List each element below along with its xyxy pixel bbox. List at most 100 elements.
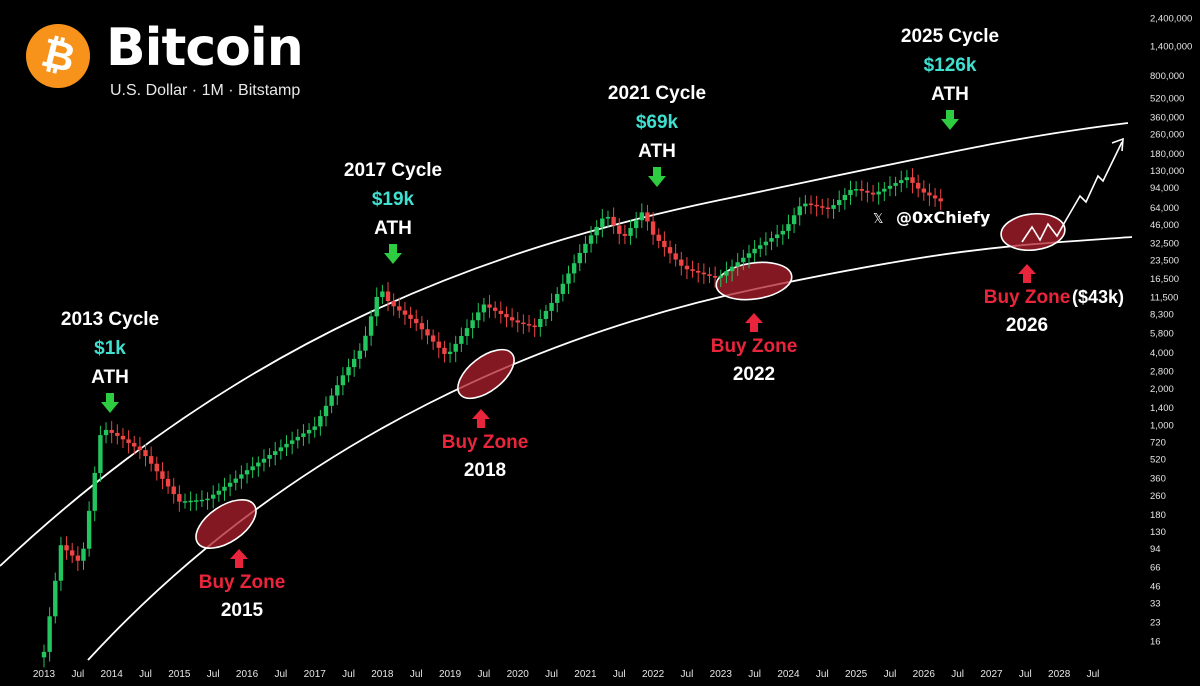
candle-body [628, 228, 633, 236]
ath-cycle-label: 2017 Cycle [344, 160, 442, 181]
y-tick-label: 2,400,000 [1150, 14, 1192, 25]
y-tick-label: 520 [1150, 455, 1166, 466]
x-tick-label: 2019 [439, 669, 462, 680]
x-tick-label: 2014 [101, 669, 124, 680]
candle-body [143, 450, 148, 457]
y-tick-label: 360,000 [1150, 113, 1184, 124]
candle-body [199, 499, 205, 502]
candle-body [380, 291, 385, 297]
candle-body [188, 500, 193, 503]
candle-body [120, 435, 126, 440]
ath-label: ATH [931, 84, 969, 105]
candle-body [402, 310, 408, 315]
candle-body [453, 343, 458, 352]
candle-body [363, 335, 368, 351]
candle-body [848, 189, 853, 195]
candle-body [351, 358, 357, 368]
candle-body [210, 494, 216, 499]
ath-down-arrow-icon [648, 167, 666, 187]
ath-down-arrow-icon [384, 244, 402, 264]
x-tick-label: 2021 [574, 669, 597, 680]
ath-cycle-label: 2025 Cycle [901, 26, 999, 47]
x-tick-label: Jul [410, 669, 423, 680]
candle-body [160, 471, 165, 479]
candle-body [148, 456, 154, 464]
y-tick-label: 16 [1150, 637, 1161, 648]
chart-title: Bitcoin [106, 18, 304, 78]
candle-body [47, 616, 52, 652]
candle-body [419, 323, 425, 330]
candle-body [436, 341, 441, 348]
x-tick-label: Jul [478, 669, 491, 680]
candle-body [645, 212, 650, 222]
x-tick-label: Jul [951, 669, 964, 680]
candle-body [284, 443, 289, 448]
y-tick-label: 64,000 [1150, 203, 1179, 214]
candle-body [555, 293, 560, 303]
x-tick-label: Jul [613, 669, 626, 680]
candle-body [729, 266, 735, 272]
x-tick-label: Jul [207, 669, 220, 680]
buy-zone-year: 2022 [733, 364, 775, 385]
candle-body [560, 283, 566, 294]
y-tick-label: 23 [1150, 618, 1161, 629]
candle-body [318, 416, 323, 427]
candle-body [289, 440, 295, 444]
candle-body [425, 329, 430, 336]
buy-zone-ellipse [1000, 212, 1066, 252]
buy-zone-ellipse [195, 499, 257, 549]
candle-body [86, 510, 92, 549]
candle-body [600, 218, 605, 227]
lower-band-line [87, 236, 1133, 661]
candle-body [690, 269, 695, 271]
candle-body [650, 221, 656, 235]
candle-body [177, 494, 182, 502]
buy-zone-year: 2026 [1006, 315, 1048, 336]
candle-body [205, 498, 210, 501]
candle-body [938, 198, 943, 202]
candle-body [758, 245, 763, 249]
candle-body [904, 177, 910, 181]
candle-body [137, 446, 143, 451]
x-tick-label: 2023 [710, 669, 733, 680]
candle-body [543, 310, 549, 319]
x-tick-label: Jul [1087, 669, 1100, 680]
candle-body [927, 192, 932, 196]
y-tick-label: 33 [1150, 599, 1161, 610]
x-tick-label: 2022 [642, 669, 665, 680]
x-tick-label: 2027 [980, 669, 1003, 680]
candle-body [577, 252, 582, 264]
candle-body [323, 405, 329, 417]
candle-body [487, 304, 492, 308]
candle-body [718, 275, 723, 278]
candle-body [910, 177, 915, 183]
candle-body [932, 195, 938, 199]
candle-body [64, 545, 69, 551]
candle-body [194, 500, 199, 502]
y-tick-label: 8,300 [1150, 310, 1174, 321]
y-tick-label: 2,000 [1150, 384, 1174, 395]
candle-body [605, 216, 611, 219]
candle-body [256, 462, 261, 467]
candle-body [515, 320, 520, 323]
candle-body [808, 203, 814, 206]
x-tick-label: Jul [139, 669, 152, 680]
ath-price-label: $19k [372, 189, 415, 210]
candle-body [701, 272, 707, 275]
candle-body [667, 247, 673, 254]
candle-body [752, 248, 757, 254]
candle-body [261, 458, 267, 463]
candle-body [329, 395, 334, 406]
y-tick-label: 32,500 [1150, 238, 1179, 249]
candle-body [853, 189, 859, 191]
x-tick-label: 2026 [913, 669, 936, 680]
buy-up-arrow-icon [230, 549, 248, 568]
y-tick-label: 46 [1150, 581, 1161, 592]
candle-body [470, 320, 475, 329]
candle-body [504, 314, 509, 318]
y-tick-label: 1,400,000 [1150, 42, 1192, 53]
watermark: 𝕏 @0xChiefy [873, 208, 991, 227]
y-tick-label: 260 [1150, 491, 1166, 502]
x-tick-label: 2015 [168, 669, 191, 680]
y-tick-label: 5,800 [1150, 328, 1174, 339]
